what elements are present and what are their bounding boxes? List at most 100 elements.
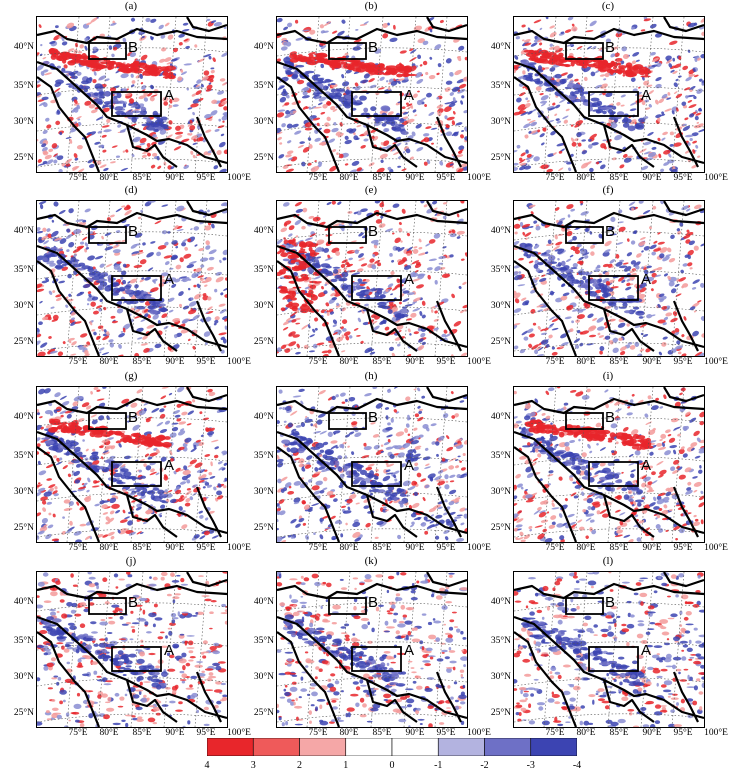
longitude-label: 95°E — [436, 543, 456, 553]
region-label-b: B — [368, 39, 379, 56]
longitude-label: 85°E — [132, 728, 152, 738]
map-field — [37, 17, 227, 172]
latitude-label: 35°N — [253, 265, 274, 275]
longitude-label: 90°E — [165, 357, 185, 367]
panel-label: (c) — [601, 0, 615, 12]
latitude-label: 35°N — [253, 451, 274, 461]
latitude-label: 25°N — [13, 708, 34, 718]
latitude-label: 35°N — [13, 265, 34, 275]
colorbar-segment — [391, 738, 439, 756]
region-box-b — [328, 42, 367, 60]
latitude-label: 40°N — [490, 412, 511, 422]
region-label-b: B — [128, 409, 139, 426]
longitude-label: 85°E — [609, 543, 629, 553]
latitude-label: 30°N — [253, 672, 274, 682]
latitude-label: 40°N — [490, 597, 511, 607]
longitude-label: 80°E — [576, 728, 596, 738]
longitude-label: 90°E — [165, 728, 185, 738]
longitude-label: 75°E — [545, 728, 565, 738]
region-box-a — [351, 275, 402, 301]
latitude-label: 40°N — [13, 226, 34, 236]
longitude-label: 95°E — [196, 543, 216, 553]
panel-label: (e) — [364, 184, 378, 196]
region-box-b — [88, 42, 127, 60]
longitude-label: 95°E — [196, 728, 216, 738]
longitude-label: 90°E — [405, 357, 425, 367]
latitude-label: 40°N — [253, 42, 274, 52]
latitude-label: 25°N — [490, 337, 511, 347]
latitude-label: 25°N — [13, 153, 34, 163]
longitude-label: 80°E — [339, 728, 359, 738]
panel-label: (f) — [602, 184, 614, 196]
colorbar-tick: 2 — [297, 760, 302, 771]
map-field — [277, 572, 467, 727]
region-box-b — [565, 412, 604, 430]
longitude-label: 80°E — [339, 173, 359, 183]
longitude-label: 80°E — [576, 173, 596, 183]
region-label-b: B — [368, 223, 379, 240]
latitude-label: 30°N — [490, 301, 511, 311]
latitude-label: 40°N — [13, 597, 34, 607]
colorbar-tick: 3 — [250, 760, 256, 771]
colorbar-tick: 0 — [389, 760, 395, 771]
region-label-b: B — [128, 594, 139, 611]
latitude-label: 30°N — [490, 487, 511, 497]
region-label-b: B — [368, 594, 379, 611]
map-panel: (j) 40°N 35°N 30°N 25°N 75°E 80°E 85°E 90°E 95°E 1… — [0, 555, 251, 741]
panel-label: (d) — [124, 184, 138, 196]
longitude-label: 75°E — [68, 728, 88, 738]
region-label-a: A — [164, 457, 175, 474]
longitude-label: 95°E — [673, 357, 693, 367]
region-label-a: A — [641, 271, 652, 288]
longitude-label: 85°E — [372, 543, 392, 553]
region-label-a: A — [404, 87, 415, 104]
latitude-label: 30°N — [13, 672, 34, 682]
latitude-label: 35°N — [490, 265, 511, 275]
map-field — [37, 572, 227, 727]
region-box-b — [88, 226, 127, 244]
map-frame — [513, 16, 705, 173]
longitude-label: 90°E — [642, 543, 662, 553]
longitude-label: 95°E — [673, 543, 693, 553]
panel-label: (b) — [364, 0, 378, 12]
longitude-label: 95°E — [436, 357, 456, 367]
latitude-label: 40°N — [253, 226, 274, 236]
map-frame — [36, 386, 228, 543]
panel-label: (j) — [125, 555, 137, 567]
longitude-label: 95°E — [673, 728, 693, 738]
latitude-label: 30°N — [253, 301, 274, 311]
latitude-label: 40°N — [490, 226, 511, 236]
map-field — [277, 387, 467, 542]
colorbar — [207, 738, 577, 756]
longitude-label: 80°E — [339, 357, 359, 367]
latitude-label: 35°N — [490, 451, 511, 461]
longitude-label: 90°E — [405, 728, 425, 738]
region-label-a: A — [641, 87, 652, 104]
map-field — [37, 201, 227, 356]
map-field — [514, 572, 704, 727]
colorbar-segment — [252, 738, 300, 756]
region-box-b — [88, 412, 127, 430]
longitude-label: 100°E — [227, 173, 251, 183]
latitude-label: 25°N — [490, 153, 511, 163]
longitude-label: 75°E — [68, 357, 88, 367]
latitude-label: 40°N — [253, 412, 274, 422]
latitude-label: 25°N — [490, 708, 511, 718]
latitude-label: 40°N — [490, 42, 511, 52]
map-panel: (g) 40°N 35°N 30°N 25°N 75°E 80°E 85°E 90°E 95°E 1… — [0, 370, 251, 556]
panel-label: (h) — [364, 370, 378, 382]
longitude-label: 95°E — [196, 173, 216, 183]
region-box-a — [588, 275, 639, 301]
longitude-label: 75°E — [545, 357, 565, 367]
region-box-b — [565, 597, 604, 615]
region-label-b: B — [605, 223, 616, 240]
region-box-a — [351, 646, 402, 672]
longitude-label: 95°E — [196, 357, 216, 367]
longitude-label: 90°E — [405, 173, 425, 183]
colorbar-segment — [437, 738, 485, 756]
longitude-label: 85°E — [609, 728, 629, 738]
map-field — [514, 201, 704, 356]
region-label-a: A — [641, 642, 652, 659]
longitude-label: 100°E — [227, 357, 251, 367]
longitude-label: 90°E — [642, 728, 662, 738]
